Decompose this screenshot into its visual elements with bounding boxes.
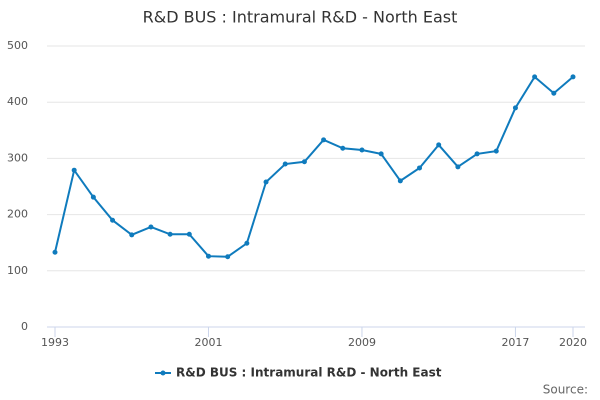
point [512,105,518,111]
point [397,178,403,184]
point [186,231,192,237]
point [263,179,269,185]
point [455,164,461,170]
y-tick-label: 0 [21,320,28,333]
point [321,137,327,143]
point [110,217,116,223]
legend-label: R&D BUS : Intramural R&D - North East [176,366,442,380]
point [225,254,231,260]
point [340,145,346,151]
y-tick-label: 100 [7,264,28,277]
point [282,161,288,167]
point [129,232,135,238]
point [378,151,384,157]
point [71,167,77,173]
y-tick-label: 200 [7,208,28,221]
point [532,74,538,80]
point [148,224,154,230]
chart-title: R&D BUS : Intramural R&D - North East [143,8,458,27]
point [551,90,557,96]
x-tick-label: 2020 [559,336,587,349]
point [359,147,365,153]
y-tick-label: 500 [7,39,28,52]
point [417,165,423,171]
source: Source: [543,383,588,397]
x-tick-label: 2017 [501,336,529,349]
x-tick-label: 2009 [348,336,376,349]
point [90,194,96,200]
point [301,159,307,165]
line [54,75,574,258]
point [205,253,211,259]
y-tick-label: 400 [7,95,28,108]
x-tick-label: 1993 [41,336,69,349]
legend-marker [160,370,166,376]
point [493,148,499,154]
x-tick-label: 2001 [194,336,222,349]
point [52,249,58,255]
point [570,74,576,80]
y-tick-label: 300 [7,151,28,164]
point [167,231,173,237]
point [474,151,480,157]
point [436,142,442,148]
point [244,240,250,246]
